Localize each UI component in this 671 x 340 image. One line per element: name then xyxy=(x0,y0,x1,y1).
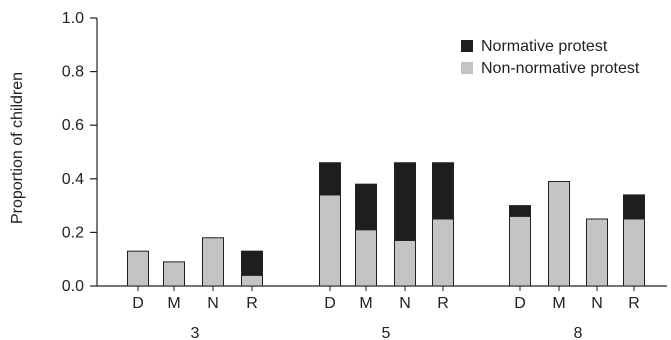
legend-swatch xyxy=(461,62,473,74)
bar-non-normative-protest xyxy=(432,218,454,287)
bar-normative-protest xyxy=(241,250,263,276)
x-category-label: M xyxy=(167,295,180,312)
x-category-label: R xyxy=(437,295,449,312)
x-group-label: 8 xyxy=(574,325,583,340)
bar-normative-protest xyxy=(623,194,645,220)
bar-normative-protest xyxy=(319,162,341,196)
y-tick-label: 0.4 xyxy=(62,171,84,188)
x-category-label: D xyxy=(514,295,526,312)
x-group-label: 5 xyxy=(382,325,391,340)
bar-normative-protest xyxy=(432,162,454,220)
x-category-label: M xyxy=(552,295,565,312)
x-category-label: D xyxy=(132,295,144,312)
bar-non-normative-protest xyxy=(127,250,149,287)
legend-swatch xyxy=(461,40,473,52)
legend: Normative protest Non-normative protest xyxy=(461,38,640,77)
y-axis: 0.0 0.2 0.4 0.6 0.8 1.0 xyxy=(62,10,98,295)
y-axis-label: Proportion of children xyxy=(9,72,26,224)
bar-non-normative-protest xyxy=(319,194,341,287)
bar-non-normative-protest xyxy=(548,180,570,287)
bar-non-normative-protest xyxy=(241,274,263,287)
y-tick-label: 0.2 xyxy=(62,224,84,241)
bar-non-normative-protest xyxy=(394,239,416,287)
y-tick-label: 0.8 xyxy=(62,64,84,81)
legend-label: Non-normative protest xyxy=(481,60,640,77)
legend-label: Normative protest xyxy=(481,38,608,55)
bar-non-normative-protest xyxy=(586,218,608,287)
x-category-label: N xyxy=(591,295,603,312)
bar-non-normative-protest xyxy=(509,215,531,287)
bar-non-normative-protest xyxy=(355,229,377,287)
bar-non-normative-protest xyxy=(202,237,224,287)
bars xyxy=(127,162,645,287)
x-axis: D M N R 3 D M N R 5 D M N R 8 xyxy=(97,285,667,340)
bar-normative-protest xyxy=(509,205,531,217)
x-category-label: R xyxy=(246,295,258,312)
y-tick-label: 1.0 xyxy=(62,10,84,27)
y-tick-label: 0.6 xyxy=(62,117,84,134)
bar-normative-protest xyxy=(355,183,377,231)
bar-non-normative-protest xyxy=(623,218,645,287)
x-group-label: 3 xyxy=(191,325,200,340)
bar-non-normative-protest xyxy=(163,261,185,287)
x-category-label: M xyxy=(359,295,372,312)
y-tick-label: 0.0 xyxy=(62,278,84,295)
x-category-label: N xyxy=(207,295,219,312)
x-category-label: D xyxy=(324,295,336,312)
bar-normative-protest xyxy=(394,162,416,241)
x-category-label: R xyxy=(628,295,640,312)
x-category-label: N xyxy=(399,295,411,312)
